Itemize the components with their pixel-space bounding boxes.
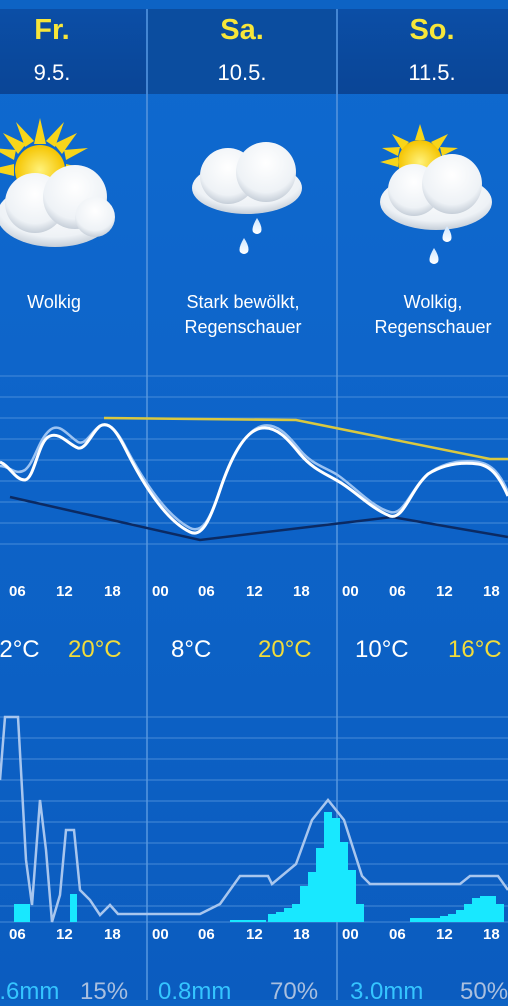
temperature-gridlines — [0, 375, 508, 545]
hour-tick: 06 — [198, 926, 215, 943]
precip-probability-sa: 70% — [270, 978, 319, 1005]
column-separator — [146, 9, 148, 1000]
hour-tick: 06 — [9, 926, 26, 943]
precip-amount-sa: 0.8mm — [158, 978, 232, 1005]
hour-tick: 18 — [293, 583, 310, 600]
hour-tick: 06 — [9, 583, 26, 600]
hour-tick: 06 — [198, 583, 215, 600]
hour-tick: 18 — [104, 926, 121, 943]
hour-tick: 00 — [342, 583, 359, 600]
top-strip — [0, 0, 508, 9]
day-date-fr: 9.5. — [33, 60, 71, 85]
hour-tick: 12 — [56, 926, 73, 943]
min-temp-so: 10°C — [355, 636, 409, 663]
precip-amount-so: 3.0mm — [350, 978, 424, 1005]
hour-tick: 06 — [389, 926, 406, 943]
hour-tick: 18 — [293, 926, 310, 943]
condition-fr: Wolkig — [27, 292, 81, 312]
hour-tick: 00 — [152, 583, 169, 600]
sun-cloud-icon — [0, 118, 115, 247]
max-temp-sa: 20°C — [258, 636, 312, 663]
hour-tick: 12 — [436, 926, 453, 943]
hour-tick: 18 — [104, 583, 121, 600]
precipitation-probability-line — [0, 715, 508, 923]
hour-tick: 00 — [342, 926, 359, 943]
day-name-fr[interactable]: Fr. — [34, 14, 70, 46]
precipitation-bars — [14, 812, 504, 922]
day-date-so: 11.5. — [408, 60, 456, 85]
temperature-chart — [0, 375, 508, 545]
hour-tick: 06 — [389, 583, 406, 600]
precip-probability-so: 50% — [460, 978, 508, 1005]
sun-cloud-rain-icon — [380, 124, 492, 264]
column-separator — [336, 9, 338, 1000]
hour-tick: 18 — [483, 926, 500, 943]
temperature-forecast-line-2 — [0, 423, 508, 531]
day-date-sa: 10.5. — [217, 60, 267, 85]
temperature-forecast-line — [0, 423, 508, 535]
hour-tick: 12 — [246, 583, 263, 600]
precip-amount-fr: 1.6mm — [0, 978, 60, 1005]
day-header-sa-bg — [148, 9, 338, 94]
max-temp-fr: 20°C — [68, 636, 122, 663]
max-temp-trend-line — [103, 416, 508, 461]
weather-icons — [0, 118, 492, 264]
condition-so: Wolkig, Regenschauer — [374, 292, 492, 337]
min-temp-fr: 12°C — [0, 636, 40, 663]
min-temp-trend-line — [9, 495, 508, 542]
day-name-so[interactable]: So. — [409, 14, 455, 46]
hour-tick: 12 — [436, 583, 453, 600]
condition-sa: Stark bewölkt, Regenschauer — [184, 292, 302, 337]
hour-tick: 18 — [483, 583, 500, 600]
precipitation-chart — [0, 715, 508, 923]
hour-tick: 12 — [56, 583, 73, 600]
max-temp-so: 16°C — [448, 636, 502, 663]
cloud-rain-icon — [192, 142, 302, 254]
min-temp-sa: 8°C — [171, 636, 212, 663]
hour-tick: 12 — [246, 926, 263, 943]
precip-probability-fr: 15% — [80, 978, 129, 1005]
hour-tick: 00 — [152, 926, 169, 943]
day-name-sa[interactable]: Sa. — [220, 14, 264, 46]
precipitation-gridlines — [0, 716, 508, 923]
